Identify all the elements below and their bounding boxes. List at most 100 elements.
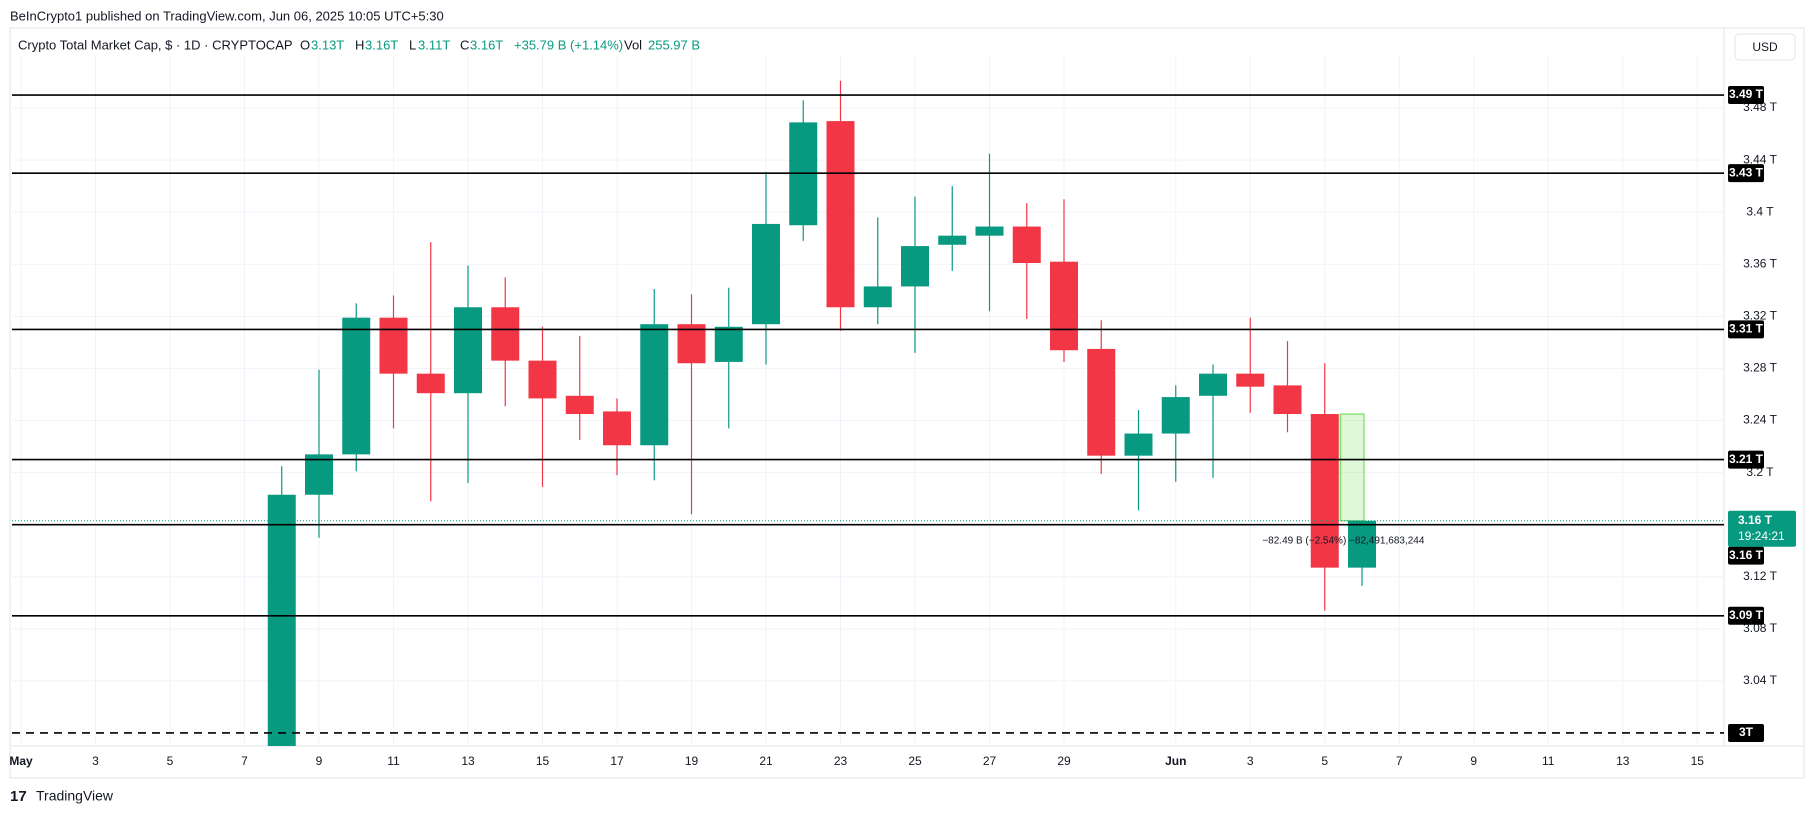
candle-body [752, 223, 780, 325]
level-tag [1728, 86, 1764, 105]
candle-body [267, 494, 296, 746]
candle-body [454, 307, 482, 394]
x-tick-label: 21 [759, 754, 773, 768]
candle-body [603, 411, 631, 446]
candle-body [1012, 226, 1041, 263]
level-tag [1728, 320, 1764, 339]
candle-body [305, 454, 333, 495]
y-tick-label: 3.4 T [1746, 204, 1774, 218]
currency-label[interactable]: USD [1752, 40, 1778, 54]
x-tick-label: 25 [908, 754, 922, 768]
y-tick-label: 3.32 T [1743, 309, 1777, 323]
y-tick-label: 3.44 T [1743, 152, 1777, 166]
level-tag [1728, 450, 1764, 469]
x-tick-label: 15 [1691, 754, 1705, 768]
plot [12, 80, 1724, 746]
last-price-tag [1728, 510, 1796, 547]
candle-body [565, 395, 594, 415]
x-tick-label: 27 [983, 754, 997, 768]
footer-brand: TradingView [36, 788, 114, 804]
measure-box [1340, 413, 1365, 522]
x-tick-label: 17 [610, 754, 624, 768]
footer-logo: 17 TradingView [10, 788, 114, 805]
x-tick-label: 19 [685, 754, 699, 768]
c-value: 3.16T [470, 37, 503, 52]
x-tick-label: Jun [1165, 754, 1186, 768]
logo-mark: 17 [10, 788, 27, 805]
last-price-label: 3.16 T [1738, 513, 1773, 527]
x-tick-label: 15 [536, 754, 550, 768]
level-label: 3.16 T [1729, 548, 1764, 562]
y-tick-label: 3.36 T [1743, 256, 1777, 270]
candle-body [416, 373, 445, 394]
x-tick-label: 29 [1057, 754, 1071, 768]
candle-body [528, 360, 557, 399]
l-value: 3.11T [418, 37, 450, 52]
candle-body [491, 307, 520, 361]
level-tag [1728, 546, 1764, 565]
x-tick-label: 13 [461, 754, 475, 768]
candle-body [1050, 261, 1078, 351]
change: +35.79 B (+1.14%) [514, 37, 623, 52]
candle-body [863, 286, 892, 308]
x-tick-label: 11 [387, 754, 400, 768]
o-label: O [300, 37, 310, 52]
currency-button[interactable] [1734, 33, 1796, 61]
x-tick-label: 7 [241, 754, 248, 768]
x-tick-label: 13 [1616, 754, 1630, 768]
frame [9, 27, 1805, 779]
x-tick-label: 5 [167, 754, 174, 768]
x-tick-label: 9 [1470, 754, 1477, 768]
level-label: 3.09 T [1729, 608, 1764, 622]
y-tick-label: 3.24 T [1743, 413, 1777, 427]
y-tick-label: 3.04 T [1743, 673, 1777, 687]
y-tick-label: 3.12 T [1743, 569, 1777, 583]
candle-body [379, 317, 408, 374]
candle-body [714, 326, 743, 362]
x-tick-label: 3 [1247, 754, 1254, 768]
candle-body [938, 235, 967, 245]
level-label: 3.31 T [1729, 322, 1764, 336]
candle-body [1236, 373, 1265, 387]
candle-body [1087, 348, 1116, 456]
x-tick-label: 5 [1321, 754, 1328, 768]
candle-body [342, 317, 371, 455]
x-tick-label: 11 [1542, 754, 1555, 768]
h-value: 3.16T [365, 37, 398, 52]
vol-label: Vol [624, 37, 642, 52]
candle-body [1124, 433, 1153, 456]
y-tick-label: 3.28 T [1743, 361, 1777, 375]
x-tick-label: 3 [92, 754, 99, 768]
published-note: BeInCrypto1 published on TradingView.com… [10, 8, 444, 23]
candle-body [1310, 414, 1339, 568]
candle-body [826, 121, 855, 308]
measure-label: −82.49 B (−2.54%) −82,491,683,244 [1262, 535, 1425, 546]
candle-body [1348, 520, 1376, 568]
l-label: L [409, 37, 416, 52]
h-label: H [355, 37, 364, 52]
labels: 3.04 T3.08 T3.12 T3.2 T3.24 T3.28 T3.32 … [9, 86, 1796, 768]
candle-body [1273, 385, 1302, 415]
candle-body [1161, 397, 1190, 434]
candle-body [640, 324, 669, 446]
level-label: 3.43 T [1729, 165, 1764, 179]
level-label: 3.21 T [1729, 452, 1764, 466]
symbol: Crypto Total Market Cap, $ · 1D · CRYPTO… [18, 37, 293, 52]
legend: Crypto Total Market Cap, $ · 1D · CRYPTO… [18, 37, 700, 52]
x-tick-label: 9 [316, 754, 323, 768]
level-tag [1728, 164, 1764, 183]
level-tag [1728, 723, 1764, 742]
x-tick-label: 7 [1396, 754, 1403, 768]
candle-body [975, 226, 1004, 236]
x-tick-label: May [9, 754, 33, 768]
candle-body [1199, 373, 1227, 396]
level-tag [1728, 606, 1764, 625]
vol-value: 255.97 B [648, 37, 700, 52]
c-label: C [460, 37, 469, 52]
level-label: 3T [1739, 725, 1754, 739]
x-tick-label: 23 [834, 754, 848, 768]
level-label: 3.49 T [1729, 87, 1764, 101]
candle-body [677, 324, 706, 364]
